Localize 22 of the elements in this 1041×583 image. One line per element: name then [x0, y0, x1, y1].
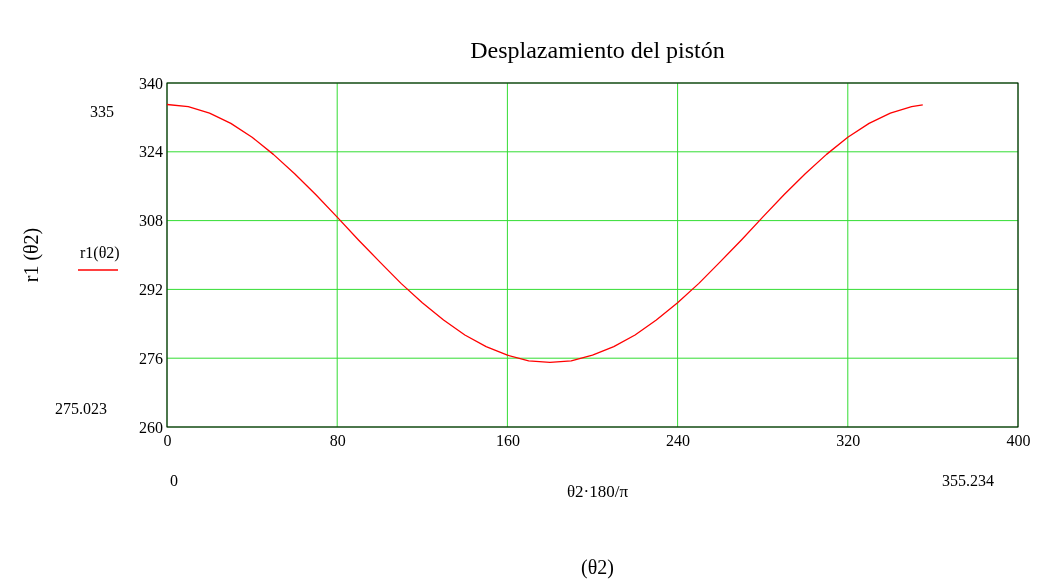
x-tick-label: 400 — [1006, 432, 1031, 450]
y-tick-label: 292 — [139, 281, 163, 299]
x-axis-title: θ2·180/π — [566, 482, 629, 501]
text: 335 — [90, 103, 114, 120]
text: 275.023 — [55, 400, 107, 417]
y-tick-label: 340 — [139, 74, 163, 92]
text: (θ2) — [581, 556, 614, 579]
x-tick-label: 160 — [495, 432, 520, 450]
y-tick-label: 308 — [139, 212, 163, 230]
y-axis-title: r1 (θ2) — [20, 227, 43, 283]
x-tick-label: 240 — [666, 432, 691, 450]
x-tick-label: 0 — [163, 432, 172, 450]
x-tick-label: 320 — [836, 432, 861, 450]
text: r1(θ2) — [80, 244, 120, 262]
text: 0 — [170, 472, 178, 489]
y-tick-label: 324 — [139, 143, 163, 161]
y-tick-label: 276 — [139, 349, 163, 367]
line-series — [166, 103, 924, 364]
text: 355.234 — [942, 472, 994, 489]
y-tick-label: 260 — [139, 418, 163, 436]
chart-title: Desplazamiento del pistón — [470, 37, 725, 63]
x-tick-label: 80 — [329, 432, 346, 450]
